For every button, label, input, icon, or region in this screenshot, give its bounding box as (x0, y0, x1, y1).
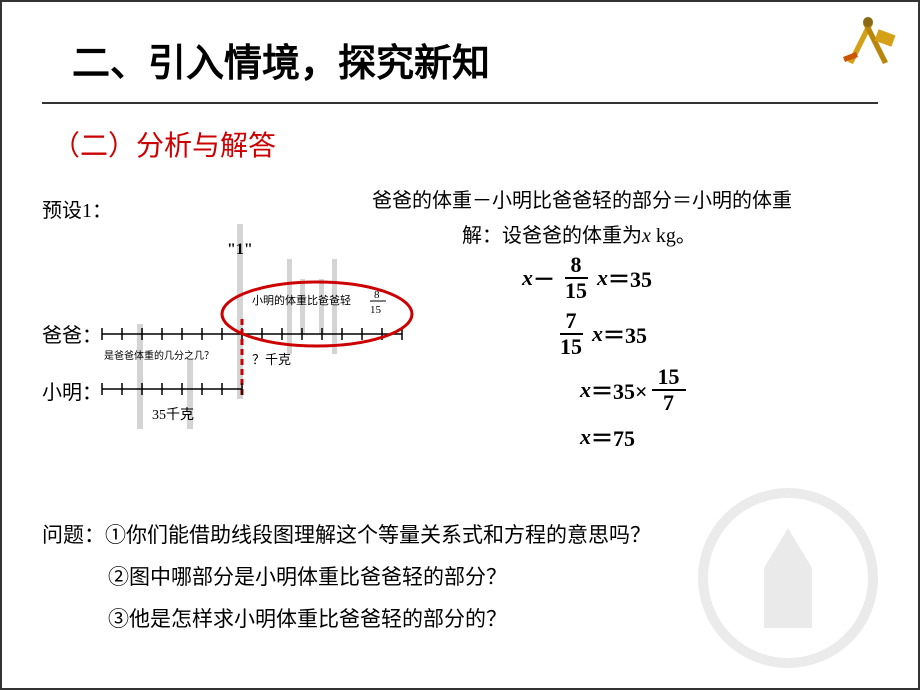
svg-text:是爸爸体重的几分之几？: 是爸爸体重的几分之几？ (104, 349, 214, 362)
math-steps: x － 8 15 x ＝35 7 15 x ＝35 x ＝35× (522, 254, 902, 460)
preset-label: 预设1： (42, 194, 112, 223)
fraction-8-15: 8 15 (559, 253, 593, 303)
fraction-7-15: 7 15 (554, 309, 588, 359)
compass-icon (838, 12, 898, 72)
question-label: 问题： (42, 523, 105, 547)
divider-line (42, 102, 878, 104)
solve-statement: 解：设爸爸的体重为x kg。 (462, 219, 696, 248)
math-step-3: x ＝35× 15 7 (522, 366, 902, 414)
content-area: 预设1： 爸爸的体重－小明比爸爸轻的部分＝小明的体重 解：设爸爸的体重为x kg… (42, 184, 878, 504)
svg-text:35千克: 35千克 (152, 407, 194, 423)
solve-variable: x (642, 225, 651, 247)
equation-relation: 爸爸的体重－小明比爸爸轻的部分＝小明的体重 (372, 184, 792, 213)
line-segment-diagram: "1" 小明的体重比爸爸轻 8 15 (42, 224, 422, 444)
dad-label: 爸爸： (42, 319, 102, 348)
svg-text:"1": "1" (227, 241, 253, 258)
math-step-2: 7 15 x ＝35 (522, 310, 902, 358)
solve-prefix: 解：设爸爸的体重为 (462, 225, 642, 247)
slide-subtitle: （二）分析与解答 (52, 124, 878, 164)
slide-container: 二、引入情境，探究新知 （二）分析与解答 预设1： 爸爸的体重－小明比爸爸轻的部… (0, 0, 920, 690)
svg-text:？千克: ？千克 (252, 352, 291, 367)
solve-suffix: kg。 (651, 225, 696, 247)
svg-text:小明的体重比爸爸轻: 小明的体重比爸爸轻 (252, 293, 351, 307)
son-label: 小明： (42, 376, 102, 405)
fraction-15-7: 15 7 (652, 365, 686, 415)
math-step-4: x ＝75 (522, 422, 902, 452)
math-step-1: x － 8 15 x ＝35 (522, 254, 902, 302)
svg-text:15: 15 (370, 304, 382, 316)
watermark-icon (698, 488, 878, 668)
slide-title: 二、引入情境，探究新知 (72, 32, 878, 87)
